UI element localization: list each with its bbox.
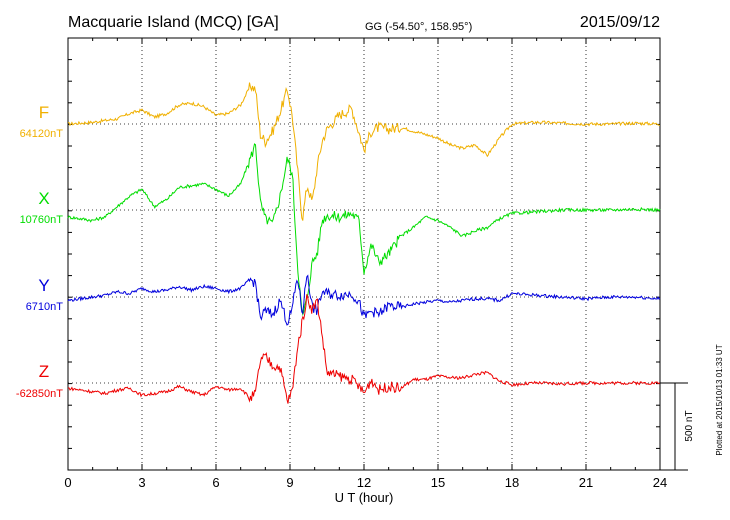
- series-name-y: Y: [38, 276, 49, 295]
- x-tick-label-18: 18: [505, 475, 519, 490]
- plotted-note: Plotted at 2015/10/13 01:33 UT: [715, 344, 724, 455]
- series-line-y: [67, 274, 661, 326]
- series-line-z: [68, 294, 661, 404]
- scale-bar: 500 nT: [660, 382, 695, 471]
- x-tick-labels: 0 3 6 9 12 15 18 21 24: [64, 475, 667, 490]
- chart-title: Macquarie Island (MCQ) [GA]: [68, 14, 279, 31]
- x-tick-label-12: 12: [357, 475, 371, 490]
- station-coordinates: GG (-54.50°, 158.95°): [365, 21, 472, 33]
- series-name-z: Z: [39, 362, 49, 381]
- chart-date: 2015/09/12: [580, 14, 660, 31]
- series-line-f: [67, 82, 661, 221]
- series-baseline-z: -62850nT: [16, 388, 63, 400]
- series-labels: F 64120nT X 10760nT Y 6710nT Z -62850nT: [16, 103, 63, 400]
- series-baseline-f: 64120nT: [20, 128, 64, 140]
- series-name-f: F: [39, 103, 49, 122]
- x-tick-label-21: 21: [579, 475, 593, 490]
- x-tick-label-15: 15: [431, 475, 445, 490]
- series-name-x: X: [38, 189, 49, 208]
- x-tick-label-24: 24: [653, 475, 667, 490]
- x-tick-label-9: 9: [286, 475, 293, 490]
- x-tick-label-6: 6: [212, 475, 219, 490]
- series-group: [67, 82, 661, 404]
- x-tick-label-0: 0: [64, 475, 71, 490]
- x-axis-label: U T (hour): [335, 490, 394, 505]
- grid-lines: [68, 38, 660, 470]
- series-baseline-y: 6710nT: [26, 301, 64, 313]
- x-tick-label-3: 3: [138, 475, 145, 490]
- axis-ticks: [67, 38, 661, 470]
- series-baseline-x: 10760nT: [20, 214, 64, 226]
- scale-bar-label: 500 nT: [684, 410, 695, 441]
- series-line-x: [67, 143, 661, 317]
